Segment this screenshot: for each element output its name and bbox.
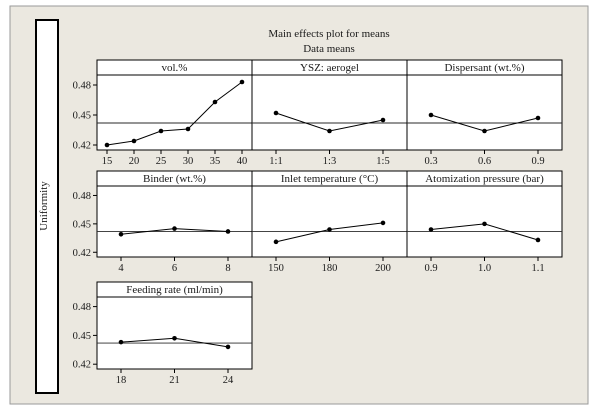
data-point xyxy=(482,128,487,134)
data-point xyxy=(380,220,386,226)
panel-5: Inlet temperature (°C) 150 180 200 xyxy=(251,170,408,274)
x-tick-label: 35 xyxy=(210,156,221,167)
figure-title: Main effects plot for means xyxy=(268,28,389,40)
y-axis-label: Uniformity xyxy=(38,181,50,231)
x-tick-label: 0.6 xyxy=(478,156,491,167)
panel-frame xyxy=(96,170,253,258)
y-tick-label: 0.45 xyxy=(73,331,91,342)
y-tick-label: 0.45 xyxy=(73,111,91,122)
x-tick-label: 20 xyxy=(129,156,140,167)
data-point xyxy=(225,344,231,350)
data-point xyxy=(118,339,124,345)
x-tick-label: 25 xyxy=(156,156,167,167)
x-tick-label: 18 xyxy=(116,375,127,386)
panel-title: YSZ: aerogel xyxy=(300,62,359,74)
data-point xyxy=(273,239,279,245)
data-point xyxy=(212,99,218,105)
data-point xyxy=(482,221,487,227)
data-point xyxy=(118,231,124,237)
x-tick-label: 1:1 xyxy=(269,156,282,167)
y-tick-label: 0.45 xyxy=(73,219,91,230)
data-point xyxy=(273,110,279,116)
panel-title: Feeding rate (ml/min) xyxy=(126,284,223,296)
data-point xyxy=(327,227,332,232)
panel-7: Feeding rate (ml/min) 18 21 24 0.48 0.45 0.42 xyxy=(73,281,253,386)
x-tick-label: 15 xyxy=(102,156,113,167)
y-tick-label: 0.42 xyxy=(73,360,91,371)
y-tick-label: 0.42 xyxy=(73,248,91,259)
data-point xyxy=(239,79,245,85)
data-point xyxy=(225,229,231,234)
x-tick-label: 150 xyxy=(268,263,284,274)
panel-title: Inlet temperature (°C) xyxy=(281,173,379,185)
panel-3: Dispersant (wt.%) 0.3 0.6 0.9 xyxy=(406,59,563,167)
data-point xyxy=(327,128,332,134)
panel-1: vol.% 15 20 25 30 35 40 0.48 0.45 0.42 xyxy=(73,59,253,167)
panel-title: Atomization pressure (bar) xyxy=(425,173,544,185)
panel-6: Atomization pressure (bar) 0.9 1.0 1.1 xyxy=(406,170,563,274)
series-line xyxy=(106,81,243,146)
panel-title: vol.% xyxy=(162,62,188,74)
x-tick-label: 1:5 xyxy=(376,156,389,167)
data-point xyxy=(380,117,386,123)
panel-frame xyxy=(406,170,563,258)
panel-4: Binder (wt.%) 4 6 8 0.48 0.45 0.42 xyxy=(73,170,253,274)
x-tick-label: 40 xyxy=(237,156,248,167)
x-tick-label: 1.1 xyxy=(531,263,544,274)
y-tick-label: 0.48 xyxy=(73,191,91,202)
panel-2: YSZ: aerogel 1:1 1:3 1:5 xyxy=(251,59,408,167)
data-point xyxy=(172,226,177,231)
data-point xyxy=(104,142,110,148)
y-tick-label: 0.48 xyxy=(73,302,91,313)
data-point xyxy=(428,227,434,232)
data-point xyxy=(131,138,137,144)
data-point xyxy=(158,128,164,134)
x-tick-label: 0.9 xyxy=(424,263,437,274)
y-tick-label: 0.42 xyxy=(73,141,91,152)
x-tick-label: 24 xyxy=(223,375,234,386)
x-tick-label: 0.3 xyxy=(424,156,437,167)
panel-title: Binder (wt.%) xyxy=(143,173,206,185)
data-point xyxy=(185,126,191,132)
x-tick-label: 200 xyxy=(375,263,391,274)
x-tick-label: 30 xyxy=(183,156,194,167)
x-tick-label: 6 xyxy=(172,263,177,274)
x-tick-label: 4 xyxy=(118,263,124,274)
data-point xyxy=(172,335,177,341)
panel-title: Dispersant (wt.%) xyxy=(444,62,524,74)
y-tick-label: 0.48 xyxy=(73,81,91,92)
data-point xyxy=(535,115,541,121)
ylabel-box xyxy=(35,19,59,394)
panels-group: vol.% 15 20 25 30 35 40 0.48 0.45 0.42 YSZ: aeroge… xyxy=(73,59,563,386)
data-point xyxy=(535,237,541,243)
x-tick-label: 8 xyxy=(225,263,230,274)
x-tick-label: 1:3 xyxy=(323,156,336,167)
x-tick-label: 180 xyxy=(322,263,338,274)
x-tick-label: 21 xyxy=(169,375,180,386)
x-tick-label: 0.9 xyxy=(531,156,544,167)
figure-subtitle: Data means xyxy=(303,43,355,55)
x-tick-label: 1.0 xyxy=(478,263,491,274)
data-point xyxy=(428,112,434,118)
